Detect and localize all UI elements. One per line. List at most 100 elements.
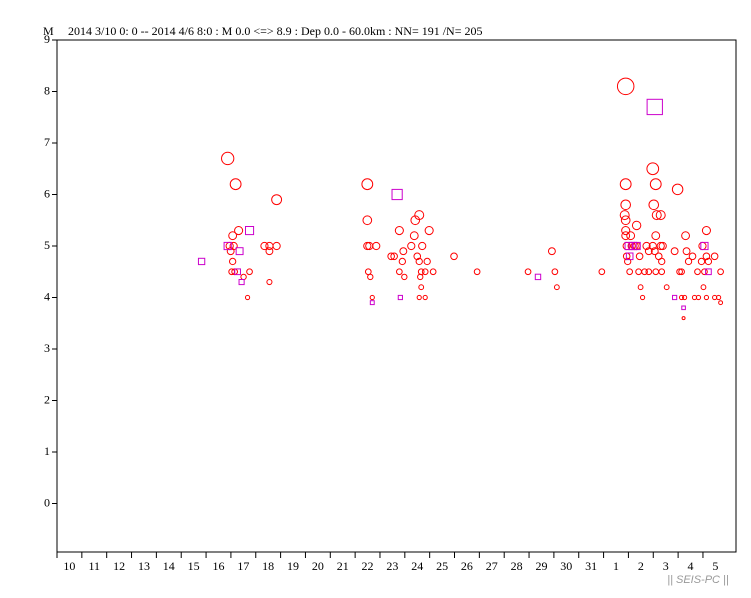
square-marker xyxy=(632,241,641,251)
circle-marker xyxy=(718,300,724,306)
x-tick-label: 10 xyxy=(63,559,75,573)
circle-marker xyxy=(716,294,722,301)
circle-marker xyxy=(655,210,666,221)
circle-marker xyxy=(681,231,690,241)
x-tick-label: 30 xyxy=(560,559,572,573)
circle-marker xyxy=(656,241,665,251)
square-marker xyxy=(700,241,709,251)
circle-marker xyxy=(717,268,724,276)
square-marker xyxy=(625,252,634,261)
x-tick-label: 25 xyxy=(436,559,448,573)
circle-marker xyxy=(652,268,660,276)
circle-marker xyxy=(429,268,437,276)
circle-marker xyxy=(619,178,632,191)
circle-marker xyxy=(635,268,642,276)
circle-marker xyxy=(240,273,247,281)
square-marker xyxy=(234,268,241,276)
circle-marker xyxy=(409,231,419,241)
circle-marker xyxy=(703,294,710,301)
y-tick-label: 4 xyxy=(44,289,50,303)
circle-marker xyxy=(631,220,642,231)
circle-marker xyxy=(697,257,706,266)
circle-marker xyxy=(646,162,660,176)
y-tick-label: 8 xyxy=(44,83,50,97)
circle-marker xyxy=(620,199,631,211)
circle-marker xyxy=(221,151,235,166)
x-tick-label: 15 xyxy=(188,559,200,573)
circle-marker xyxy=(694,268,701,276)
circle-marker xyxy=(648,199,660,211)
x-tick-label: 22 xyxy=(362,559,374,573)
x-tick-label: 16 xyxy=(212,559,224,573)
circle-marker xyxy=(621,231,631,241)
circle-marker xyxy=(229,178,242,191)
circle-marker xyxy=(624,257,632,266)
y-tick-label: 3 xyxy=(44,341,50,355)
circle-marker xyxy=(415,257,423,266)
circle-marker xyxy=(399,247,408,256)
circle-marker xyxy=(418,241,427,251)
circle-marker xyxy=(650,247,659,256)
circle-marker xyxy=(398,257,406,266)
square-marker xyxy=(369,300,375,306)
circle-marker xyxy=(701,268,708,276)
x-tick-label: 17 xyxy=(237,559,249,573)
circle-marker xyxy=(658,241,667,251)
x-tick-label: 29 xyxy=(535,559,547,573)
circle-marker xyxy=(271,194,283,206)
x-tick-label: 20 xyxy=(312,559,324,573)
circle-marker xyxy=(639,294,646,301)
circle-marker xyxy=(681,294,688,301)
x-tick-label: 2 xyxy=(638,559,644,573)
circle-marker xyxy=(621,226,631,236)
circle-marker xyxy=(645,268,653,276)
circle-marker xyxy=(266,279,273,286)
circle-marker xyxy=(700,284,707,291)
circle-marker xyxy=(684,257,693,266)
circle-marker xyxy=(234,226,244,236)
circle-marker xyxy=(372,241,381,251)
circle-marker xyxy=(423,257,431,266)
circle-marker xyxy=(547,247,556,256)
circle-marker xyxy=(619,210,630,221)
y-tick-label: 9 xyxy=(44,32,50,46)
circle-marker xyxy=(598,268,606,276)
circle-marker xyxy=(682,247,691,256)
circle-marker xyxy=(362,215,373,226)
circle-marker xyxy=(671,183,684,196)
x-tick-label: 13 xyxy=(138,559,150,573)
chart-title: 2014 3/10 0: 0 -- 2014 4/6 8:0 : M 0.0 <… xyxy=(68,24,483,38)
square-marker xyxy=(705,268,712,276)
x-tick-label: 3 xyxy=(663,559,669,573)
circle-marker xyxy=(260,241,269,251)
square-marker xyxy=(223,241,232,251)
square-marker xyxy=(244,226,255,236)
circle-marker xyxy=(641,268,648,276)
circle-marker xyxy=(626,268,634,276)
circle-marker xyxy=(649,178,662,191)
y-tick-label: 1 xyxy=(44,444,50,458)
circle-marker xyxy=(670,247,679,256)
circle-marker xyxy=(229,257,237,266)
circle-marker xyxy=(417,273,424,281)
circle-marker xyxy=(658,268,666,276)
x-tick-label: 27 xyxy=(486,559,498,573)
circle-marker xyxy=(648,241,657,251)
circle-marker xyxy=(651,231,661,241)
x-tick-label: 21 xyxy=(337,559,349,573)
circle-marker xyxy=(551,268,559,276)
circle-marker xyxy=(367,273,374,281)
circle-marker xyxy=(265,247,274,256)
square-marker xyxy=(534,273,542,281)
circle-marker xyxy=(698,241,707,251)
circle-marker xyxy=(688,252,697,261)
circle-marker xyxy=(272,241,281,251)
x-tick-label: 11 xyxy=(88,559,100,573)
x-tick-label: 14 xyxy=(163,559,175,573)
circle-marker xyxy=(410,215,421,226)
x-tick-label: 23 xyxy=(386,559,398,573)
y-tick-label: 6 xyxy=(44,186,50,200)
watermark: || SEIS-PC || xyxy=(667,574,729,586)
circle-marker xyxy=(421,268,429,276)
